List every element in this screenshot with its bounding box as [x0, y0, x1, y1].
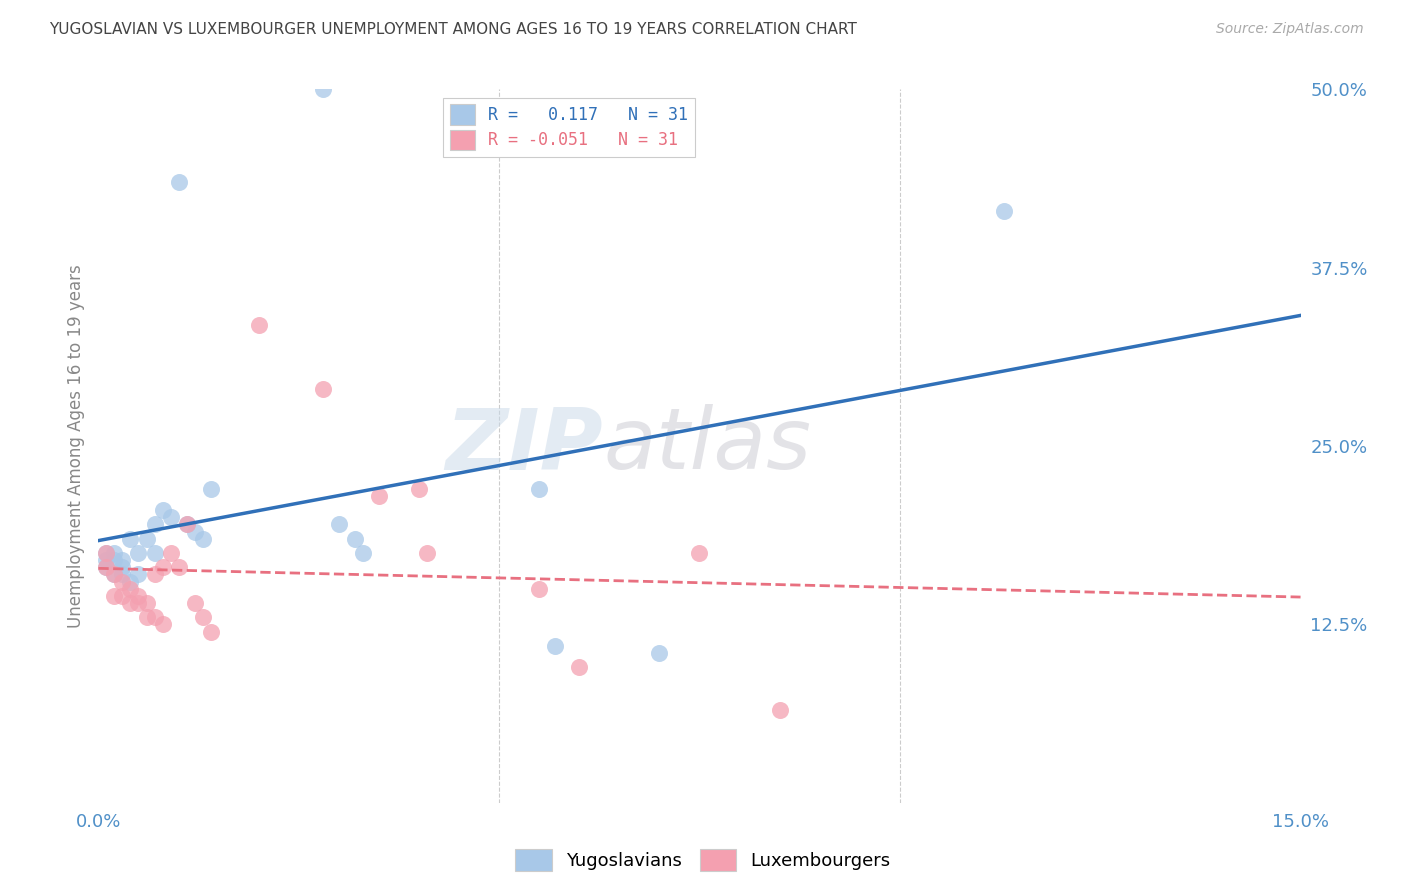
Point: [529, 582, 551, 596]
Point: [152, 617, 174, 632]
Point: [176, 517, 198, 532]
Point: [191, 532, 214, 546]
Point: [120, 532, 142, 546]
Point: [111, 560, 134, 574]
Point: [416, 546, 439, 560]
Point: [143, 610, 166, 624]
Point: [143, 546, 166, 560]
Point: [128, 589, 150, 603]
Point: [111, 574, 134, 589]
Point: [200, 624, 222, 639]
Point: [368, 489, 391, 503]
Point: [152, 503, 174, 517]
Text: Source: ZipAtlas.com: Source: ZipAtlas.com: [1216, 22, 1364, 37]
Point: [993, 203, 1015, 218]
Point: [183, 596, 205, 610]
Legend: Yugoslavians, Luxembourgers: Yugoslavians, Luxembourgers: [508, 842, 898, 879]
Point: [247, 318, 270, 332]
Point: [769, 703, 792, 717]
Point: [96, 546, 118, 560]
Point: [689, 546, 711, 560]
Point: [128, 546, 150, 560]
Point: [183, 524, 205, 539]
Point: [111, 567, 134, 582]
Point: [143, 517, 166, 532]
Point: [352, 546, 374, 560]
Point: [111, 589, 134, 603]
Point: [343, 532, 366, 546]
Point: [103, 546, 125, 560]
Point: [143, 567, 166, 582]
Point: [167, 175, 190, 189]
Point: [128, 596, 150, 610]
Y-axis label: Unemployment Among Ages 16 to 19 years: Unemployment Among Ages 16 to 19 years: [66, 264, 84, 628]
Point: [544, 639, 567, 653]
Legend: R =   0.117   N = 31, R = -0.051   N = 31: R = 0.117 N = 31, R = -0.051 N = 31: [443, 97, 695, 156]
Point: [328, 517, 350, 532]
Point: [103, 553, 125, 567]
Point: [96, 553, 118, 567]
Point: [159, 510, 181, 524]
Point: [135, 532, 157, 546]
Point: [568, 660, 591, 674]
Point: [96, 560, 118, 574]
Point: [96, 560, 118, 574]
Point: [103, 589, 125, 603]
Point: [128, 567, 150, 582]
Point: [167, 560, 190, 574]
Point: [120, 574, 142, 589]
Point: [648, 646, 671, 660]
Point: [312, 82, 335, 96]
Point: [191, 610, 214, 624]
Point: [312, 382, 335, 396]
Point: [135, 610, 157, 624]
Text: YUGOSLAVIAN VS LUXEMBOURGER UNEMPLOYMENT AMONG AGES 16 TO 19 YEARS CORRELATION C: YUGOSLAVIAN VS LUXEMBOURGER UNEMPLOYMENT…: [49, 22, 858, 37]
Point: [529, 482, 551, 496]
Point: [120, 596, 142, 610]
Point: [120, 582, 142, 596]
Point: [159, 546, 181, 560]
Point: [103, 567, 125, 582]
Point: [111, 553, 134, 567]
Point: [103, 567, 125, 582]
Point: [200, 482, 222, 496]
Point: [176, 517, 198, 532]
Point: [96, 546, 118, 560]
Point: [152, 560, 174, 574]
Text: ZIP: ZIP: [446, 404, 603, 488]
Point: [135, 596, 157, 610]
Text: atlas: atlas: [603, 404, 811, 488]
Point: [408, 482, 430, 496]
